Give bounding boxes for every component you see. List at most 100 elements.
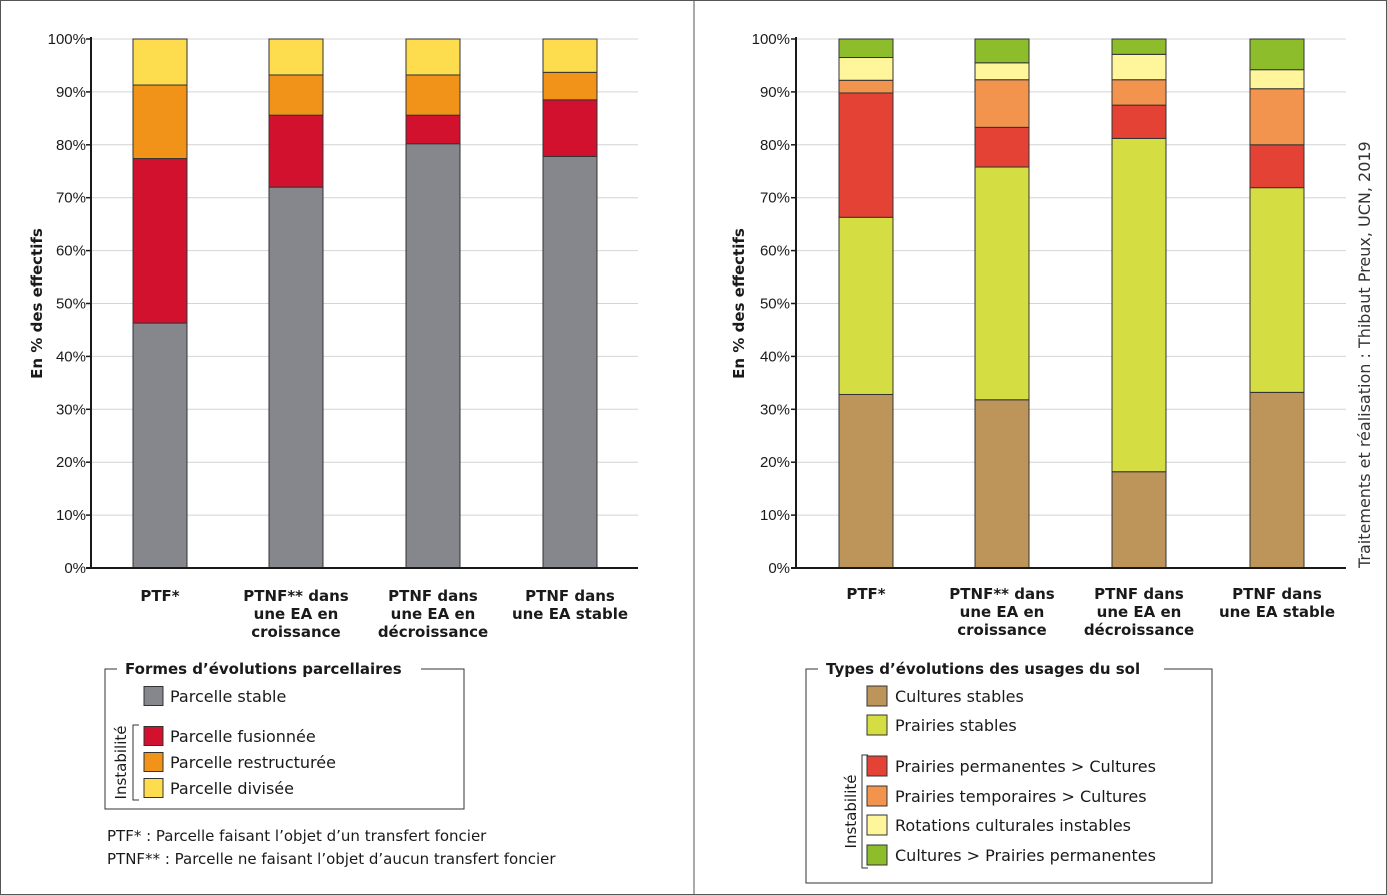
legend-title-bg <box>117 659 421 679</box>
legend-title: Formes d’évolutions parcellaires <box>125 660 402 678</box>
instability-bracket <box>861 754 868 869</box>
x-category-label: PTNF dans <box>1232 585 1322 603</box>
x-category-label: une EA en <box>960 603 1045 621</box>
x-category-label: une EA en <box>391 605 476 623</box>
legend-swatch <box>866 714 888 736</box>
x-category-label: PTNF dans <box>388 587 478 605</box>
bar-segment <box>268 114 324 188</box>
bar-segment <box>974 38 1030 64</box>
y-tick-label: 20% <box>760 454 790 471</box>
legend-item-label: Parcelle stable <box>170 687 286 706</box>
bar-segment <box>838 393 894 569</box>
bar-segment <box>1249 187 1305 393</box>
y-tick-label: 0% <box>768 560 790 577</box>
credit-text: Traitements et réalisation : Thibaut Pre… <box>1355 141 1374 569</box>
x-category-label: PTNF dans <box>525 587 615 605</box>
bar-segment <box>838 216 894 395</box>
bar-segment <box>542 71 598 101</box>
bar-segment <box>405 114 461 145</box>
y-tick-label: 90% <box>760 84 790 101</box>
x-category-label: PTF* <box>140 587 179 605</box>
y-axis-label: En % des effectifs <box>28 228 46 379</box>
legend-title: Types d’évolutions des usages du sol <box>826 660 1140 678</box>
y-tick-label: 10% <box>56 507 86 524</box>
y-tick-label: 10% <box>760 507 790 524</box>
bar-segment <box>132 84 188 160</box>
bar-segment <box>268 186 324 569</box>
y-tick-label: 100% <box>48 31 86 48</box>
x-category-label: une EA stable <box>512 605 628 623</box>
bar-segment <box>132 38 188 86</box>
legend-box <box>104 668 465 810</box>
legend-swatch <box>866 844 888 866</box>
legend-item-label: Prairies temporaires > Cultures <box>895 787 1147 806</box>
bar-segment <box>974 166 1030 401</box>
y-tick-label: 50% <box>760 296 790 313</box>
legend-item-label: Rotations culturales instables <box>895 816 1131 835</box>
legend-swatch <box>143 778 164 798</box>
legend-swatch <box>866 785 888 807</box>
bar-segment <box>405 74 461 116</box>
instability-label: Instabilité <box>112 726 130 800</box>
instability-bracket <box>132 724 139 801</box>
bar-segment <box>132 158 188 324</box>
bar-segment <box>1111 104 1167 139</box>
legend-swatch <box>143 686 164 706</box>
bar-segment <box>1249 69 1305 90</box>
x-category-label: décroissance <box>378 623 488 641</box>
x-category-label: PTF* <box>846 585 885 603</box>
x-category-label: PTNF** dans <box>949 585 1054 603</box>
legend-item-label: Prairies stables <box>895 716 1017 735</box>
legend-item-label: Cultures > Prairies permanentes <box>895 846 1156 865</box>
bar-segment <box>1249 38 1305 71</box>
bar-segment <box>974 126 1030 168</box>
bar-segment <box>542 99 598 157</box>
x-category-label: croissance <box>957 621 1046 639</box>
y-tick-label: 70% <box>760 190 790 207</box>
bar-segment <box>405 143 461 569</box>
legend-item-label: Cultures stables <box>895 687 1024 706</box>
bar-segment <box>838 38 894 59</box>
bar-segment <box>1111 137 1167 473</box>
x-category-label: une EA en <box>1097 603 1182 621</box>
legend-swatch <box>866 814 888 836</box>
legend: Formes d’évolutions parcellaires Parcelle… <box>104 659 465 810</box>
footnote: PTF* : Parcelle faisant l’objet d’un tra… <box>107 827 487 845</box>
y-tick-label: 90% <box>56 84 86 101</box>
chart-left: 0% 10% 20% 30% 40% 50% 60% 70% 80% 90% 100% En % de… <box>28 31 638 868</box>
y-tick-label: 30% <box>56 401 86 418</box>
bar-segment <box>405 38 461 76</box>
y-tick-label: 80% <box>56 137 86 154</box>
chart-right: 0% 10% 20% 30% 40% 50% 60% 70% 80% 90% 100% En % de… <box>730 31 1346 884</box>
bar-segment <box>1249 391 1305 569</box>
y-tick-label: 30% <box>760 401 790 418</box>
y-tick-label: 20% <box>56 454 86 471</box>
bar-segment <box>974 79 1030 128</box>
legend-item-label: Prairies permanentes > Cultures <box>895 757 1156 776</box>
footnote: PTNF** : Parcelle ne faisant l’objet d’a… <box>107 850 556 868</box>
bar-segment <box>132 322 188 569</box>
bar-segment <box>1249 144 1305 189</box>
legend-swatch <box>866 755 888 777</box>
legend: Types d’évolutions des usages du sol Cult… <box>805 659 1213 884</box>
y-tick-label: 80% <box>760 137 790 154</box>
y-tick-label: 40% <box>56 348 86 365</box>
x-category-label: une EA en <box>254 605 339 623</box>
y-tick-label: 40% <box>760 348 790 365</box>
legend-swatch <box>143 726 164 746</box>
bar-segment <box>1111 471 1167 569</box>
legend-swatch <box>143 752 164 772</box>
y-tick-label: 0% <box>64 560 86 577</box>
y-axis-label: En % des effectifs <box>730 228 748 379</box>
x-category-label: PTNF** dans <box>243 587 348 605</box>
legend-item-label: Parcelle fusionnée <box>170 727 316 746</box>
bar-segment <box>1111 53 1167 81</box>
y-tick-label: 60% <box>56 243 86 260</box>
bar-segment <box>1111 79 1167 106</box>
bar-segment <box>1111 38 1167 55</box>
y-tick-label: 60% <box>760 243 790 260</box>
legend-title-bg <box>818 659 1164 679</box>
y-tick-label: 50% <box>56 296 86 313</box>
